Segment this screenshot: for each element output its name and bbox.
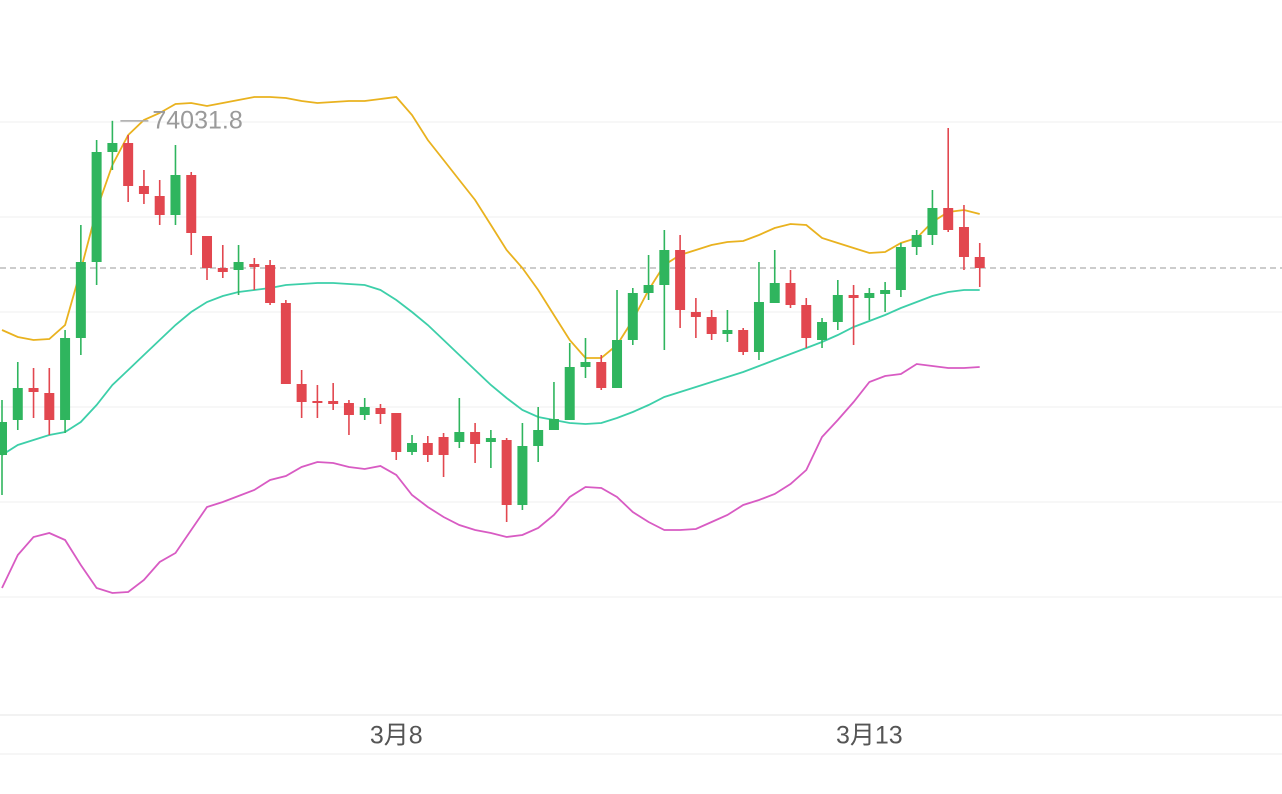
candle-body	[422, 443, 433, 455]
candle-body	[612, 340, 623, 388]
candle-body	[233, 262, 244, 270]
candle-body	[580, 362, 591, 367]
candle-body	[438, 437, 449, 455]
band-line	[1, 282, 980, 456]
candle-body	[28, 388, 39, 392]
candle-body	[880, 290, 891, 294]
candle-body	[91, 152, 102, 262]
candle-body	[675, 250, 686, 310]
candle-body	[217, 268, 228, 272]
candle-body	[12, 388, 23, 420]
candle-body	[769, 283, 780, 303]
candle-body	[280, 303, 291, 384]
candle-body	[485, 438, 496, 442]
candle-body	[60, 338, 71, 420]
candle-body	[75, 262, 86, 338]
candle-body	[958, 227, 969, 257]
candle-body	[690, 312, 701, 317]
candle-body	[848, 295, 859, 298]
candle-body	[202, 236, 213, 268]
candle-body	[548, 419, 559, 430]
candle-body	[627, 293, 638, 340]
candle-body	[454, 432, 465, 442]
candle-body	[785, 283, 796, 305]
candle-body	[659, 250, 670, 285]
candle-body	[0, 422, 7, 455]
band-line	[1, 96, 980, 359]
candle-body	[328, 401, 339, 404]
candle-body	[296, 384, 307, 402]
candle-body	[170, 175, 181, 215]
candle-body	[832, 295, 843, 322]
candle-body	[107, 143, 118, 152]
candle-body	[123, 143, 134, 186]
x-tick-label: 3月13	[836, 722, 903, 750]
candle-body	[154, 196, 165, 215]
candle-body	[564, 367, 575, 420]
candle-body	[470, 432, 481, 444]
candle-body	[706, 317, 717, 334]
candle-body	[801, 305, 812, 338]
candle-body	[643, 285, 654, 293]
candle-body	[895, 247, 906, 290]
grid	[0, 121, 1282, 598]
candle-body	[343, 403, 354, 415]
candle-body	[391, 413, 402, 452]
candle-body	[501, 440, 512, 505]
x-tick-label: 3月8	[370, 722, 423, 750]
candle-body	[533, 430, 544, 446]
band-line	[1, 363, 980, 594]
candle-body	[753, 302, 764, 352]
candle-body	[738, 330, 749, 352]
candle-body	[817, 322, 828, 340]
max-label: 74031.8	[152, 106, 242, 134]
candle-body	[375, 408, 386, 414]
candle-body	[44, 393, 55, 420]
candle-body	[596, 362, 607, 388]
candle-body	[265, 265, 276, 303]
candle-body	[927, 208, 938, 235]
candle-body	[359, 407, 370, 415]
candle-body	[722, 330, 733, 334]
candle-body	[407, 443, 418, 452]
candle-body	[911, 235, 922, 247]
candle-body	[864, 293, 875, 298]
candle-body	[138, 186, 149, 194]
candle-body	[186, 175, 197, 233]
candle-body	[312, 401, 323, 403]
candle-body	[517, 446, 528, 505]
candle-body	[249, 264, 260, 267]
candle-body	[943, 208, 954, 230]
candle-body	[974, 257, 985, 268]
